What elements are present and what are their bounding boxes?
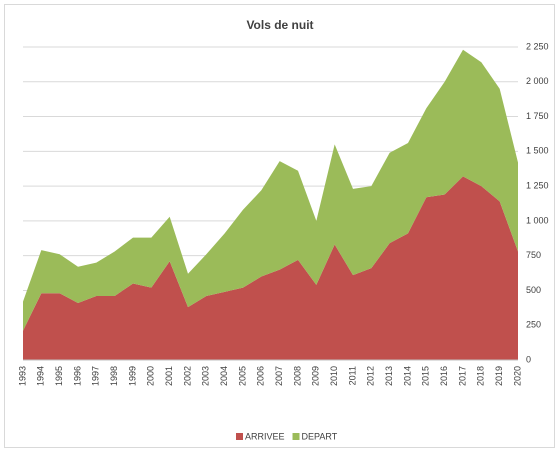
y-tick-label: 1 500 xyxy=(526,146,549,156)
x-tick-label: 2010 xyxy=(329,366,339,386)
x-tick-label: 2007 xyxy=(274,366,284,386)
y-tick-label: 1 250 xyxy=(526,180,549,190)
x-tick-label: 2005 xyxy=(237,366,247,386)
x-tick-label: 2014 xyxy=(402,366,412,386)
x-tick-label: 2003 xyxy=(201,366,211,386)
x-tick-label: 1997 xyxy=(91,366,101,386)
x-tick-label: 2009 xyxy=(311,366,321,386)
x-tick-label: 2012 xyxy=(366,366,376,386)
x-tick-label: 2020 xyxy=(512,366,522,386)
x-tick-label: 1996 xyxy=(72,366,82,386)
x-tick-label: 2011 xyxy=(347,366,357,385)
x-tick-label: 2019 xyxy=(494,366,504,386)
y-tick-label: 1 750 xyxy=(526,111,549,121)
x-tick-label: 1995 xyxy=(54,366,64,386)
x-tick-label: 2006 xyxy=(256,366,266,386)
legend-label: ARRIVEE xyxy=(245,431,285,441)
y-tick-label: 0 xyxy=(526,354,531,364)
legend-label: DEPART xyxy=(302,431,338,441)
y-tick-label: 250 xyxy=(526,320,541,330)
area xyxy=(23,49,518,331)
x-tick-label: 2001 xyxy=(164,366,174,386)
y-tick-label: 1 000 xyxy=(526,215,549,225)
legend-swatch xyxy=(236,433,243,440)
x-tick-label: 2002 xyxy=(182,366,192,386)
chart-title: Vols de nuit xyxy=(246,18,313,32)
x-tick-label: 1993 xyxy=(17,366,27,386)
y-tick-label: 2 250 xyxy=(526,41,549,51)
x-tick-label: 1998 xyxy=(109,366,119,386)
x-tick-label: 2018 xyxy=(476,366,486,386)
x-tick-label: 1999 xyxy=(127,366,137,386)
area xyxy=(23,176,518,360)
x-tick-label: 2000 xyxy=(146,366,156,386)
x-tick-label: 2004 xyxy=(219,366,229,386)
x-tick-label: 2008 xyxy=(292,366,302,386)
x-tick-label: 2017 xyxy=(457,366,467,386)
x-tick-label: 2013 xyxy=(384,366,394,386)
y-tick-label: 2 000 xyxy=(526,76,549,86)
y-tick-label: 750 xyxy=(526,250,541,260)
legend-swatch xyxy=(292,433,300,440)
x-tick-label: 2015 xyxy=(421,366,431,386)
x-tick-label: 1994 xyxy=(36,366,46,386)
y-tick-label: 500 xyxy=(526,285,541,295)
x-tick-label: 2016 xyxy=(439,366,449,386)
